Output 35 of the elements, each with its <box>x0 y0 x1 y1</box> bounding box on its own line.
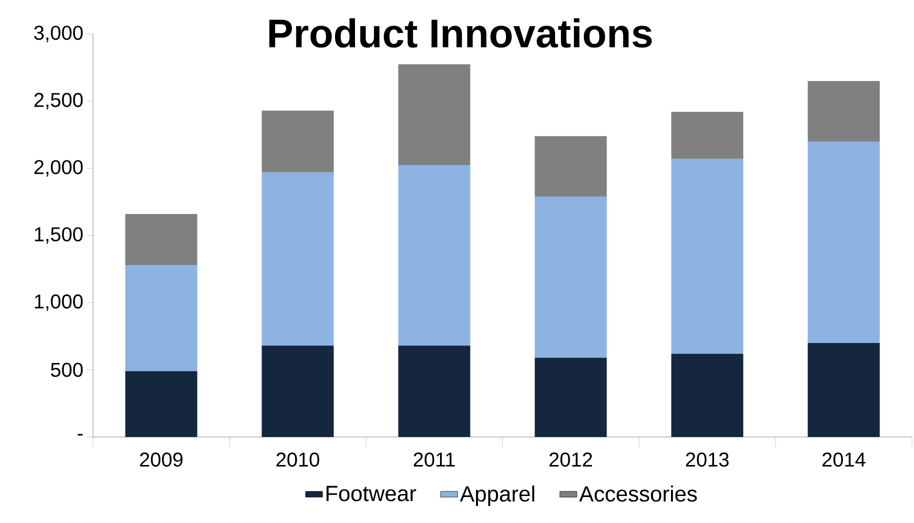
y-tick-label: - <box>78 434 83 436</box>
bar <box>125 265 198 372</box>
bar <box>125 371 198 437</box>
y-tick-label: 2,500 <box>34 92 83 110</box>
bar <box>671 112 744 159</box>
bar <box>125 214 198 266</box>
legend-label: Footwear <box>326 486 416 502</box>
bar <box>671 354 744 437</box>
y-tick-label: 2,000 <box>34 160 83 177</box>
chart-title: Product Innovations <box>269 18 652 48</box>
bar <box>808 342 880 437</box>
legend-label: Apparel <box>460 486 534 506</box>
legend-label: Accessories <box>579 486 697 502</box>
x-tick-label: 2013 <box>686 452 729 467</box>
y-tick-label: 500 <box>50 362 83 377</box>
bar <box>808 141 880 343</box>
bar <box>262 346 334 437</box>
x-tick-label: 2012 <box>550 452 592 467</box>
bar <box>534 358 607 437</box>
y-tick-label: 3,000 <box>34 26 83 42</box>
x-tick-label: 2011 <box>414 452 455 467</box>
bar <box>534 136 607 197</box>
bar <box>398 64 470 165</box>
bar <box>398 346 470 437</box>
y-tick-label: 1,000 <box>34 294 83 311</box>
bar <box>671 158 744 354</box>
x-tick-label: 2014 <box>822 452 866 467</box>
bar <box>262 172 334 346</box>
bar <box>262 110 334 172</box>
bar <box>534 196 607 358</box>
bar <box>398 164 470 346</box>
bar <box>808 81 880 142</box>
x-tick-label: 2009 <box>140 452 183 467</box>
x-tick-label: 2010 <box>276 452 320 467</box>
y-tick-label: 1,500 <box>34 227 83 244</box>
